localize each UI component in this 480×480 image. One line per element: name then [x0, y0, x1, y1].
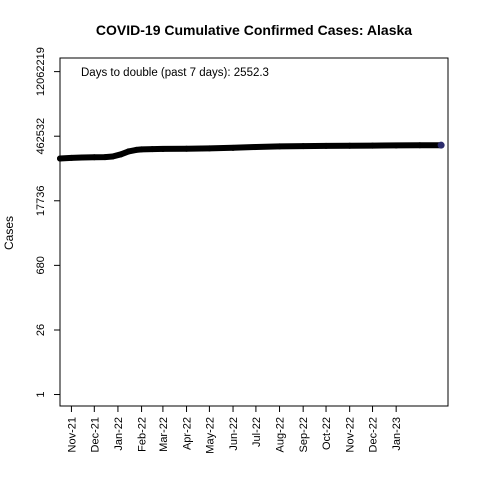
y-tick-label: 1: [35, 391, 47, 397]
y-tick-label: 462532: [35, 118, 47, 155]
plot-frame: [59, 57, 449, 407]
x-tick-label: Jan-23: [391, 417, 403, 451]
y-axis-label: Cases: [2, 216, 16, 250]
x-tick-label: Jun-22: [228, 417, 240, 451]
data-point: [101, 154, 108, 161]
y-tick-label: 17736: [35, 185, 47, 216]
x-tick-label: May-22: [204, 417, 216, 454]
data-point: [252, 144, 259, 151]
data-point: [125, 148, 132, 155]
data-point: [276, 143, 283, 150]
data-point: [68, 154, 75, 161]
data-point: [300, 143, 307, 150]
data-point: [117, 151, 124, 158]
x-tick-label: Nov-22: [345, 417, 357, 452]
data-point: [183, 145, 190, 152]
x-tick-label: Nov-21: [66, 417, 78, 452]
x-tick-label: Oct-22: [321, 417, 333, 450]
data-point: [79, 154, 86, 161]
y-axis: 1 26 680 17736 462532 12062219: [35, 47, 60, 398]
x-axis: Nov-21 Dec-21 Jan-22 Feb-22 Mar-22 Apr-22 May-…: [66, 406, 403, 454]
data-point: [57, 155, 63, 162]
doubling-annotation: Days to double (past 7 days): 2552.3: [81, 67, 269, 79]
latest-point-marker: [437, 141, 445, 149]
y-tick-label: 12062219: [35, 47, 47, 96]
data-point: [393, 142, 400, 149]
data-point: [91, 154, 98, 161]
data-point: [230, 144, 237, 151]
data-point: [206, 145, 213, 152]
x-tick-label: Jan-22: [113, 417, 125, 451]
data-point: [149, 146, 156, 153]
x-tick-label: Dec-22: [368, 417, 380, 452]
chart-title: COVID-19 Cumulative Confirmed Cases: Ala…: [96, 22, 412, 38]
x-tick-label: Aug-22: [275, 417, 287, 452]
data-point: [109, 153, 116, 160]
series-layer: [57, 141, 445, 162]
data-point: [159, 145, 166, 152]
y-tick-label: 26: [35, 324, 47, 336]
x-tick-label: Apr-22: [182, 417, 194, 450]
x-tick-label: Mar-22: [158, 417, 170, 452]
y-tick-label: 680: [35, 256, 47, 274]
data-point: [369, 142, 376, 149]
x-tick-label: Jul-22: [251, 417, 263, 447]
x-tick-label: Dec-21: [89, 417, 101, 452]
x-tick-label: Feb-22: [137, 417, 149, 452]
data-point: [138, 146, 145, 153]
data-point: [323, 142, 330, 149]
series-line: [57, 142, 445, 162]
data-point: [133, 146, 140, 153]
data-point: [416, 142, 423, 149]
data-point: [346, 142, 353, 149]
x-tick-label: Sep-22: [298, 417, 310, 452]
